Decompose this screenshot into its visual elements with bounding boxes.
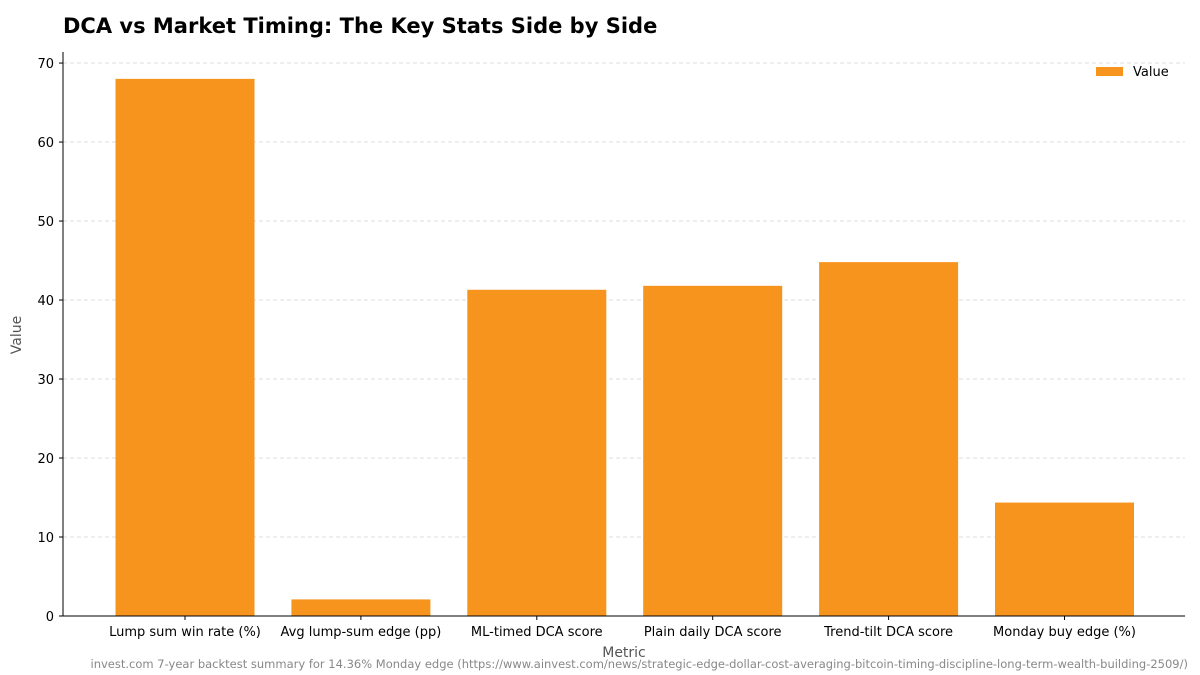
y-tick-label: 10 (37, 531, 54, 546)
x-tick-label: Lump sum win rate (%) (109, 625, 261, 640)
x-tick-label: ML-timed DCA score (471, 625, 603, 640)
bar (291, 599, 431, 616)
x-axis-label: Metric (602, 645, 646, 661)
y-tick-label: 30 (37, 373, 54, 388)
y-axis-label: Value (9, 316, 25, 354)
y-tick-label: 50 (37, 215, 54, 230)
bar (643, 285, 783, 616)
y-tick-label: 70 (37, 57, 54, 72)
bars (115, 78, 1134, 617)
bar (819, 262, 959, 616)
source-note: invest.com 7-year backtest summary for 1… (91, 657, 1188, 671)
bar (115, 78, 255, 617)
legend: Value (1096, 65, 1169, 80)
x-tick-label: Plain daily DCA score (644, 625, 782, 640)
y-tick-label: 40 (37, 294, 54, 309)
y-tick-label: 60 (37, 136, 54, 151)
x-tick-label: Trend-tilt DCA score (823, 625, 953, 640)
legend-swatch (1096, 67, 1123, 76)
gridlines (63, 62, 1185, 538)
chart-title: DCA vs Market Timing: The Key Stats Side… (63, 14, 657, 38)
x-tick-label: Avg lump-sum edge (pp) (281, 625, 442, 640)
legend-label: Value (1133, 65, 1169, 80)
y-tick-label: 0 (46, 610, 54, 625)
x-tick-label: Monday buy edge (%) (993, 625, 1136, 640)
y-axis-ticks: 0 10 20 30 40 50 60 70 (37, 57, 63, 625)
x-axis-ticks: Lump sum win rate (%) Avg lump-sum edge (… (109, 616, 1136, 640)
bar (467, 289, 607, 616)
bar (995, 502, 1134, 616)
y-tick-label: 20 (37, 452, 54, 467)
